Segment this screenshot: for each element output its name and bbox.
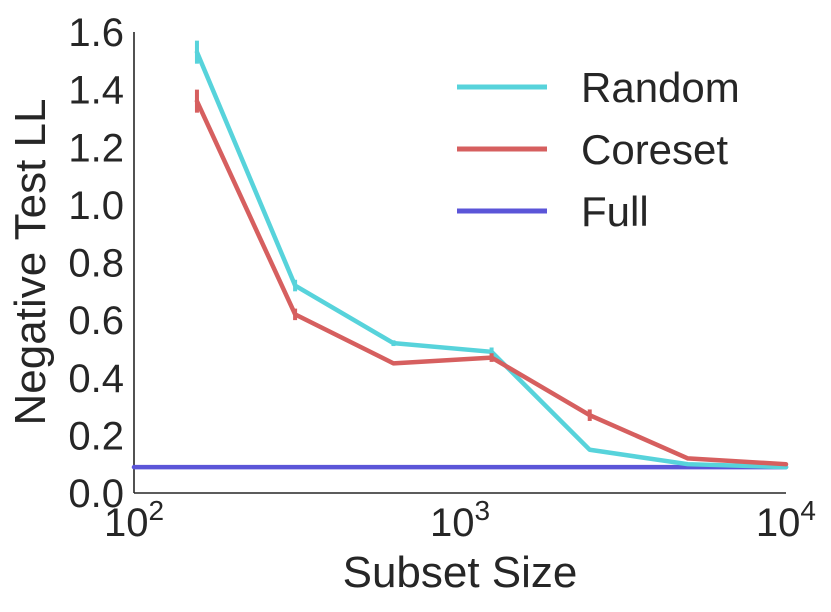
x-tick-exponent: 2 [148,495,164,526]
y-tick-label: 0.8 [68,242,124,286]
axes [133,32,786,494]
x-axis-label: Subset Size [343,548,578,597]
y-tick-label: 1.6 [68,11,124,55]
y-tick-label: 0.6 [68,299,124,343]
legend-label-random: Random [581,64,740,111]
series-lines [131,40,789,470]
x-tick-exponent: 3 [474,495,490,526]
y-tick-label: 0.4 [68,357,124,401]
y-tick-label: 0.0 [68,472,124,516]
x-tick-base: 10 [104,501,149,545]
x-tick-label: 103 [430,495,490,545]
legend-label-full: Full [581,188,649,235]
y-tick-label: 1.0 [68,184,124,228]
x-tick-label: 102 [104,495,164,545]
x-tick-labels: 102 103 104 [104,495,816,545]
y-tick-label: 1.4 [68,69,124,113]
x-tick-exponent: 4 [800,495,816,526]
legend: Random Coreset Full [457,64,740,235]
y-axis-label: Negative Test LL [6,99,55,426]
y-tick-label: 0.2 [68,414,124,458]
y-tick-label: 1.2 [68,126,124,170]
legend-label-coreset: Coreset [581,126,728,173]
x-tick-label: 104 [756,495,816,545]
x-tick-base: 10 [430,501,475,545]
series-line-random [194,49,789,470]
x-tick-base: 10 [756,501,801,545]
y-tick-labels: 0.0 0.2 0.4 0.6 0.8 1.0 1.2 1.4 1.6 [68,11,124,516]
